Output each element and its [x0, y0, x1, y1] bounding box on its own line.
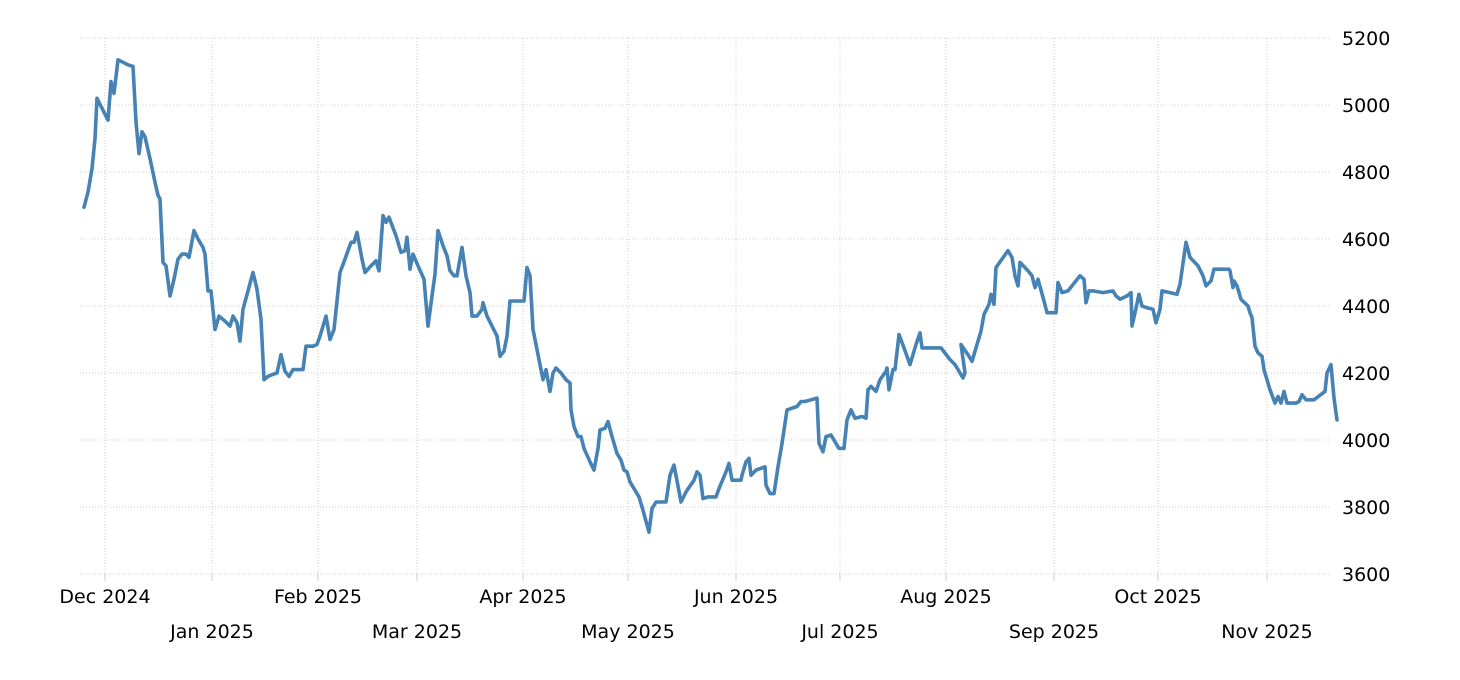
x-tick-label: Feb 2025 [274, 586, 362, 608]
x-tick-label: Mar 2025 [372, 621, 462, 643]
y-tick-label: 4600 [1342, 229, 1390, 251]
x-tick-label: Nov 2025 [1221, 621, 1312, 643]
y-tick-label: 4000 [1342, 430, 1390, 452]
x-gridlines [80, 38, 1330, 581]
x-tick-label: Jul 2025 [800, 621, 878, 643]
y-tick-label: 4800 [1342, 162, 1390, 184]
y-tick-label: 5200 [1342, 28, 1390, 50]
price-line [82, 57, 1339, 534]
x-tick-label: Aug 2025 [900, 586, 992, 608]
y-tick-label: 3600 [1342, 564, 1390, 586]
x-axis-labels: Dec 2024 Jan 2025 Feb 2025 Mar 2025 Apr 2025… [59, 586, 1312, 643]
x-tick-label: Jan 2025 [169, 621, 254, 643]
y-tick-label: 4400 [1342, 296, 1390, 318]
x-tick-label: Apr 2025 [479, 586, 566, 608]
y-tick-label: 5000 [1342, 95, 1390, 117]
x-tick-label: May 2025 [581, 621, 675, 643]
x-tick-label: Sep 2025 [1009, 621, 1099, 643]
y-tick-label: 3800 [1342, 497, 1390, 519]
x-tick-label: Oct 2025 [1114, 586, 1201, 608]
x-tick-label: Jun 2025 [693, 586, 778, 608]
y-tick-label: 4200 [1342, 363, 1390, 385]
x-tick-label: Dec 2024 [59, 586, 150, 608]
y-axis-labels: 5200 5000 4800 4600 4400 4200 4000 3800 3600 [1342, 28, 1390, 586]
